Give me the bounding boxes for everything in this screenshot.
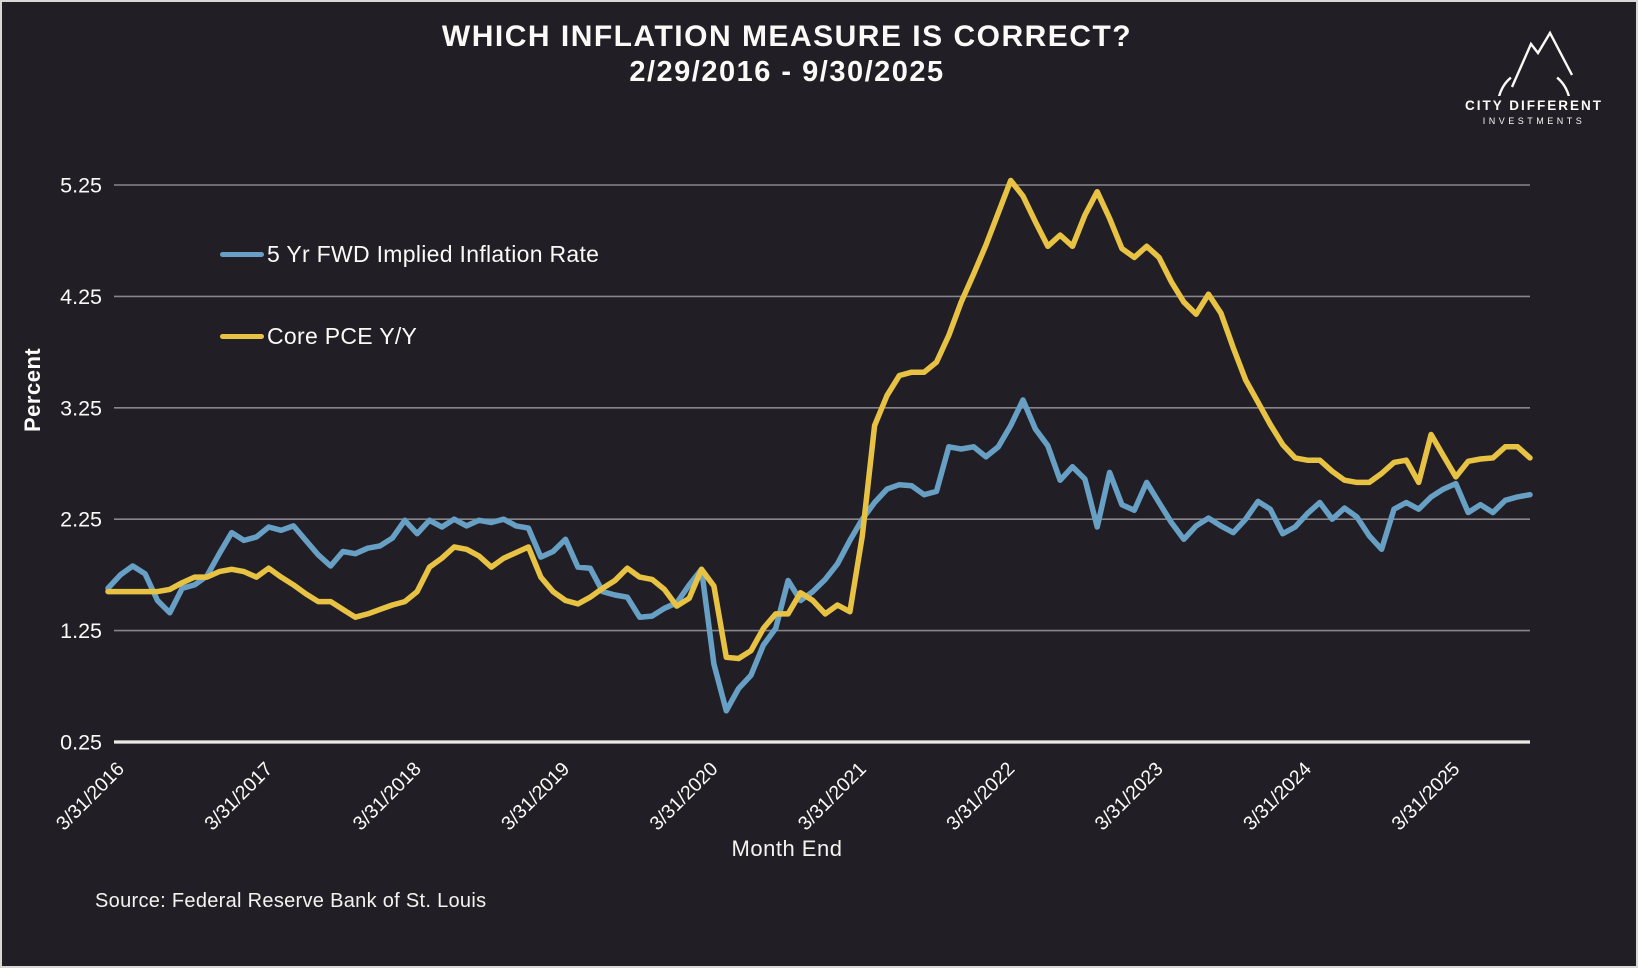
y-tick-label-1.25: 1.25 [60,619,102,643]
x-tick-label-3-31-2025: 3/31/2025 [1387,758,1464,835]
logo-subtitle: INVESTMENTS [1482,116,1586,126]
legend-swatch-gold [220,333,264,339]
y-axis-title: Percent [20,347,45,432]
chart-title-line1: WHICH INFLATION MEASURE IS CORRECT? [441,20,1133,53]
chart-title: WHICH INFLATION MEASURE IS CORRECT? 2/29… [2,18,1572,90]
x-axis-title: Month End [731,836,843,861]
x-tick-label-3-31-2019: 3/31/2019 [497,758,574,835]
x-tick-label-3-31-2022: 3/31/2022 [942,758,1019,835]
legend-label-5yr-fwd: 5 Yr FWD Implied Inflation Rate [267,240,600,267]
logo-name: CITY DIFFERENT [1464,98,1603,113]
series-line-core-pce [105,177,1533,662]
y-tick-label-2.25: 2.25 [60,508,102,532]
x-tick-label-3-31-2016: 3/31/2016 [52,758,129,835]
x-tick-label-3-31-2020: 3/31/2020 [646,758,723,835]
legend-swatch-blue [220,251,264,257]
company-logo: CITY DIFFERENT INVESTMENTS [1460,14,1608,126]
x-tick-label-3-31-2017: 3/31/2017 [200,758,277,835]
chart-title-line2: 2/29/2016 - 9/30/2025 [629,56,945,88]
x-tick-label-3-31-2024: 3/31/2024 [1239,758,1316,835]
mountain-circle-icon [1498,30,1574,96]
legend-item-5yr-fwd: 5 Yr FWD Implied Inflation Rate [220,240,599,268]
x-tick-label-3-31-2023: 3/31/2023 [1091,758,1168,835]
x-tick-label-3-31-2018: 3/31/2018 [349,758,426,835]
y-tick-label-4.25: 4.25 [60,285,102,309]
y-tick-label-5.25: 5.25 [60,174,102,198]
legend-label-core-pce: Core PCE Y/Y [267,322,418,349]
x-tick-label-3-31-2021: 3/31/2021 [794,758,871,835]
source-note: Source: Federal Reserve Bank of St. Loui… [95,890,487,912]
y-tick-label-3.25: 3.25 [60,396,102,420]
y-tick-label-0.25: 0.25 [60,731,102,755]
legend-item-core-pce: Core PCE Y/Y [220,322,417,350]
series-line-5yr-fwd [105,397,1533,714]
